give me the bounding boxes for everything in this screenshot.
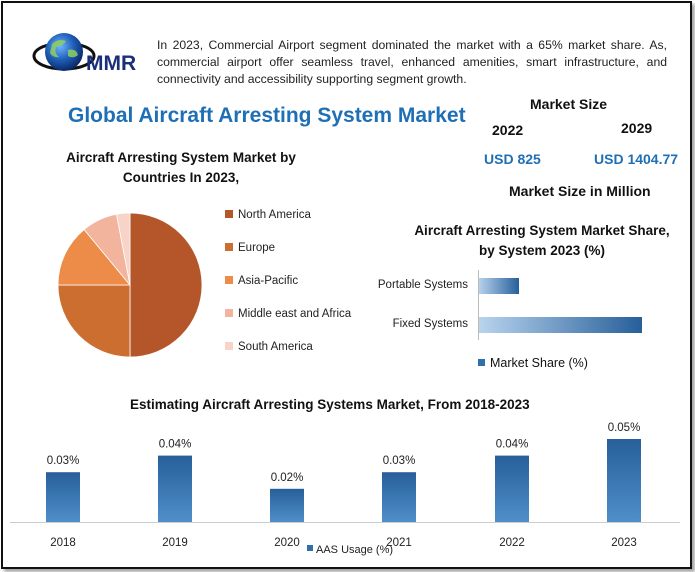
mmr-logo: MMR bbox=[32, 33, 136, 75]
market-size-year-2029: 2029 bbox=[621, 120, 653, 136]
usage-x-tick-label: 2023 bbox=[611, 537, 637, 549]
usage-data-label: 0.05% bbox=[608, 422, 641, 434]
usage-data-label: 0.02% bbox=[271, 472, 304, 484]
market-size-value-2022: USD 825 bbox=[484, 151, 541, 167]
pie-slice-asia-pacific bbox=[57, 228, 131, 286]
usage-bar-2018 bbox=[46, 472, 80, 522]
usage-data-label: 0.03% bbox=[383, 455, 416, 467]
usage-data-label: 0.04% bbox=[496, 439, 529, 451]
share-category-fixed: Fixed Systems bbox=[392, 318, 468, 330]
legend-label: Asia-Pacific bbox=[238, 275, 299, 287]
usage-bar-2021 bbox=[382, 472, 416, 522]
share-legend: Market Share (%) bbox=[478, 356, 588, 370]
legend-item-north-america: North America bbox=[225, 209, 311, 221]
usage-x-tick-label: 2018 bbox=[50, 537, 76, 549]
usage-chart-title: Estimating Aircraft Arresting Systems Ma… bbox=[130, 397, 530, 412]
share-bar-portable bbox=[478, 278, 519, 294]
usage-bar-2019 bbox=[158, 455, 192, 522]
legend-swatch bbox=[225, 275, 233, 284]
share-bar-chart bbox=[478, 270, 642, 340]
pie-slice-south-america bbox=[116, 212, 131, 286]
market-size-unit-note: Market Size in Million bbox=[509, 183, 651, 199]
intro-paragraph: In 2023, Commercial Airport segment domi… bbox=[157, 38, 667, 86]
legend-item-asia-pacific: Asia-Pacific bbox=[225, 275, 298, 287]
usage-bar-2022 bbox=[495, 455, 529, 522]
logo-text: MMR bbox=[86, 52, 136, 75]
usage-x-tick-label: 2021 bbox=[386, 537, 412, 549]
market-size-year-2022: 2022 bbox=[492, 122, 524, 138]
globe-icon bbox=[32, 33, 96, 71]
legend-swatch bbox=[225, 242, 233, 251]
legend-swatch bbox=[225, 341, 233, 350]
legend-item-europe: Europe bbox=[225, 242, 275, 254]
legend-swatch bbox=[225, 308, 233, 317]
pie-chart bbox=[57, 212, 203, 358]
pie-chart-title: Aircraft Arresting System Market by Coun… bbox=[66, 150, 296, 185]
legend-label: North America bbox=[238, 209, 311, 221]
usage-bar-chart: 0.03% 2018 0.04% 2019 0.02% 2020 0.03% 2021 0.04… bbox=[10, 422, 680, 556]
market-size-value-2029: USD 1404.77 bbox=[594, 151, 679, 167]
legend-label: South America bbox=[238, 341, 313, 353]
usage-x-tick-label: 2019 bbox=[162, 537, 188, 549]
market-size-title: Market Size bbox=[530, 96, 608, 112]
usage-x-tick-label: 2022 bbox=[499, 537, 525, 549]
legend-item-middle-east-africa: Middle east and Africa bbox=[225, 308, 351, 320]
page-title: Global Aircraft Arresting System Market bbox=[68, 104, 466, 127]
usage-data-label: 0.04% bbox=[159, 439, 192, 451]
pie-slice-north-america bbox=[129, 212, 203, 358]
usage-bar-2020 bbox=[270, 488, 304, 522]
legend-label: Europe bbox=[238, 242, 276, 254]
usage-data-label: 0.03% bbox=[47, 455, 80, 467]
usage-bar-2023 bbox=[607, 439, 641, 522]
legend-swatch bbox=[225, 209, 233, 218]
legend-item-south-america: South America bbox=[225, 341, 313, 353]
share-bar-fixed bbox=[478, 317, 642, 333]
legend-swatch bbox=[478, 359, 485, 366]
usage-legend-label: AAS Usage (%) bbox=[316, 544, 393, 556]
share-chart-title: Aircraft Arresting System Market Share, … bbox=[414, 223, 670, 258]
pie-slice-europe bbox=[57, 284, 131, 358]
share-category-portable: Portable Systems bbox=[377, 279, 468, 291]
legend-label: Market Share (%) bbox=[490, 356, 588, 370]
usage-legend-swatch bbox=[307, 545, 313, 551]
legend-label: Middle east and Africa bbox=[238, 308, 352, 320]
usage-x-tick-label: 2020 bbox=[274, 537, 300, 549]
